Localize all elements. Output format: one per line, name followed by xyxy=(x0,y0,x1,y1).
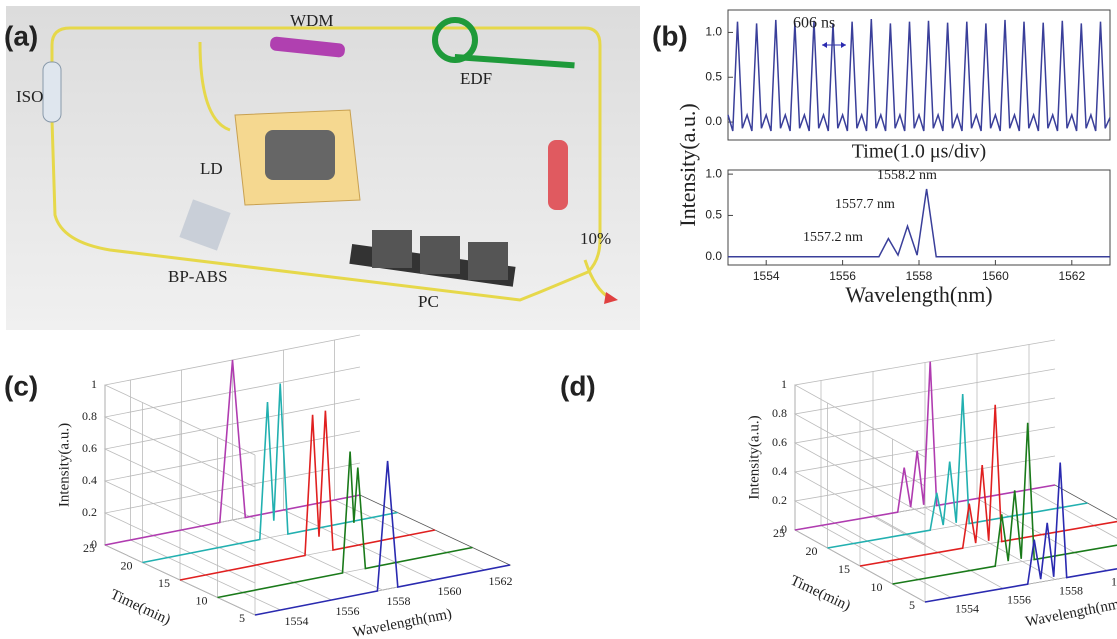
diagram-label: PC xyxy=(418,292,439,311)
x-tick-label: 1554 xyxy=(753,269,780,283)
arrow-head xyxy=(841,42,846,48)
pc-paddle xyxy=(372,230,412,268)
y-tick-label: 1.0 xyxy=(705,166,722,180)
w-tick-label: 1554 xyxy=(285,614,309,628)
x-axis-label: Wavelength(nm) xyxy=(845,282,992,307)
x-tick-label: 1560 xyxy=(982,269,1009,283)
z-tick-label: 0.6 xyxy=(772,435,787,449)
w-tick-label: 1562 xyxy=(489,574,513,588)
t-tick-label: 20 xyxy=(121,558,133,572)
t-tick-label: 10 xyxy=(871,580,883,594)
panel-label: (b) xyxy=(652,20,688,51)
z-tick-label: 0.4 xyxy=(82,473,97,487)
z-tick-label: 0.4 xyxy=(772,464,787,478)
z-tick-label: 0.2 xyxy=(772,493,787,507)
grid-line xyxy=(976,353,1108,571)
w-tick-label: 1554 xyxy=(955,601,979,615)
pc-paddle xyxy=(468,242,508,280)
t-tick-label: 20 xyxy=(806,544,818,558)
panel-label: (a) xyxy=(4,20,38,51)
t-tick-label: 25 xyxy=(773,526,785,540)
diagram-label: 10% xyxy=(580,229,611,248)
z-tick-label: 1 xyxy=(781,377,787,391)
coupler xyxy=(548,140,568,210)
arrow-head xyxy=(822,42,827,48)
w-tick-label: 1560 xyxy=(438,584,462,598)
y-tick-label: 0.0 xyxy=(705,249,722,263)
w-tick-label: 1556 xyxy=(336,604,360,618)
output-arrow xyxy=(604,292,618,304)
t-tick-label: 10 xyxy=(196,593,208,607)
grid-line xyxy=(924,457,1117,603)
y-tick-label: 0.5 xyxy=(705,69,722,83)
plot-frame xyxy=(727,169,1111,266)
z-tick-label: 0 xyxy=(91,537,97,551)
grid-line xyxy=(217,437,473,598)
diagram-label: ISO xyxy=(16,87,43,106)
z-tick-label: 0.8 xyxy=(772,406,787,420)
z-tick-label: 0.8 xyxy=(82,409,97,423)
data-line xyxy=(728,188,1110,258)
data-line xyxy=(727,18,1111,132)
z-tick-label: 0.6 xyxy=(82,441,97,455)
spectrum-line xyxy=(794,361,1056,531)
spectrum-line xyxy=(827,394,1088,549)
y-tick-label: 0.5 xyxy=(705,208,722,222)
diagram-label: LD xyxy=(200,159,223,178)
t-tick-label: 25 xyxy=(83,541,95,555)
bp-abs-component xyxy=(179,199,231,251)
annotation: 606 ns xyxy=(793,15,835,32)
y-tick-label: 1.0 xyxy=(705,25,722,39)
t-tick-label: 15 xyxy=(158,576,170,590)
spectrum-line xyxy=(179,410,436,581)
ld-window xyxy=(265,130,335,180)
diagram-label: BP-ABS xyxy=(168,267,228,286)
setup-diagram: WDM EDF ISO LD BP-ABS PC 10% xyxy=(6,6,640,330)
t-tick-label: 5 xyxy=(909,598,915,612)
edf-fiber xyxy=(454,53,575,69)
spectrum-line xyxy=(892,422,1117,585)
w-axis-label: Wavelength(nm) xyxy=(352,606,454,639)
spectrum-line xyxy=(142,383,398,564)
t-tick-label: 5 xyxy=(239,611,245,625)
annotation: 1558.2 nm xyxy=(877,168,937,183)
diagram-label: WDM xyxy=(290,11,333,30)
w-axis-label: Wavelength(nm) xyxy=(1024,596,1117,631)
w-tick-label: 1558 xyxy=(1059,583,1083,597)
pc-paddle xyxy=(420,236,460,274)
z-axis-label: Intensity(a.u.) xyxy=(746,415,762,499)
spectrum-line xyxy=(859,404,1117,567)
wdm-component xyxy=(270,36,345,58)
t-axis-label: Time(min) xyxy=(788,573,853,615)
w-tick-label: 1558 xyxy=(387,594,411,608)
t-axis-label: Time(min) xyxy=(108,587,173,629)
y-tick-label: 0.0 xyxy=(705,114,722,128)
fiber-loop xyxy=(50,26,602,302)
w-tick-label: 1560 xyxy=(1111,574,1117,588)
fiber-pump xyxy=(198,41,231,132)
z-tick-label: 0.2 xyxy=(82,505,97,519)
x-tick-label: 1562 xyxy=(1058,269,1085,283)
spectrum-line xyxy=(104,359,361,546)
w-tick-label: 1556 xyxy=(1007,592,1031,606)
diagram-label: EDF xyxy=(460,69,492,88)
annotation: 1557.7 nm xyxy=(835,197,895,212)
iso-component xyxy=(42,61,62,123)
annotation: 1557.2 nm xyxy=(803,230,863,245)
spectrum-line xyxy=(254,460,511,616)
y-axis-label: Intensity(a.u.) xyxy=(675,103,700,226)
panel-label: (d) xyxy=(560,370,596,401)
z-tick-label: 1 xyxy=(91,377,97,391)
spectrum-line xyxy=(924,462,1117,603)
t-tick-label: 15 xyxy=(838,562,850,576)
x-tick-label: 1558 xyxy=(906,269,933,283)
panel-label: (c) xyxy=(4,370,38,401)
z-axis-label: Intensity(a.u.) xyxy=(56,423,72,507)
z-tick-label: 0 xyxy=(781,522,787,536)
x-axis-label: Time(1.0 μs/div) xyxy=(852,141,986,163)
spectrum-line xyxy=(217,451,473,599)
x-tick-label: 1556 xyxy=(829,269,856,283)
plot-frame xyxy=(727,9,1111,141)
